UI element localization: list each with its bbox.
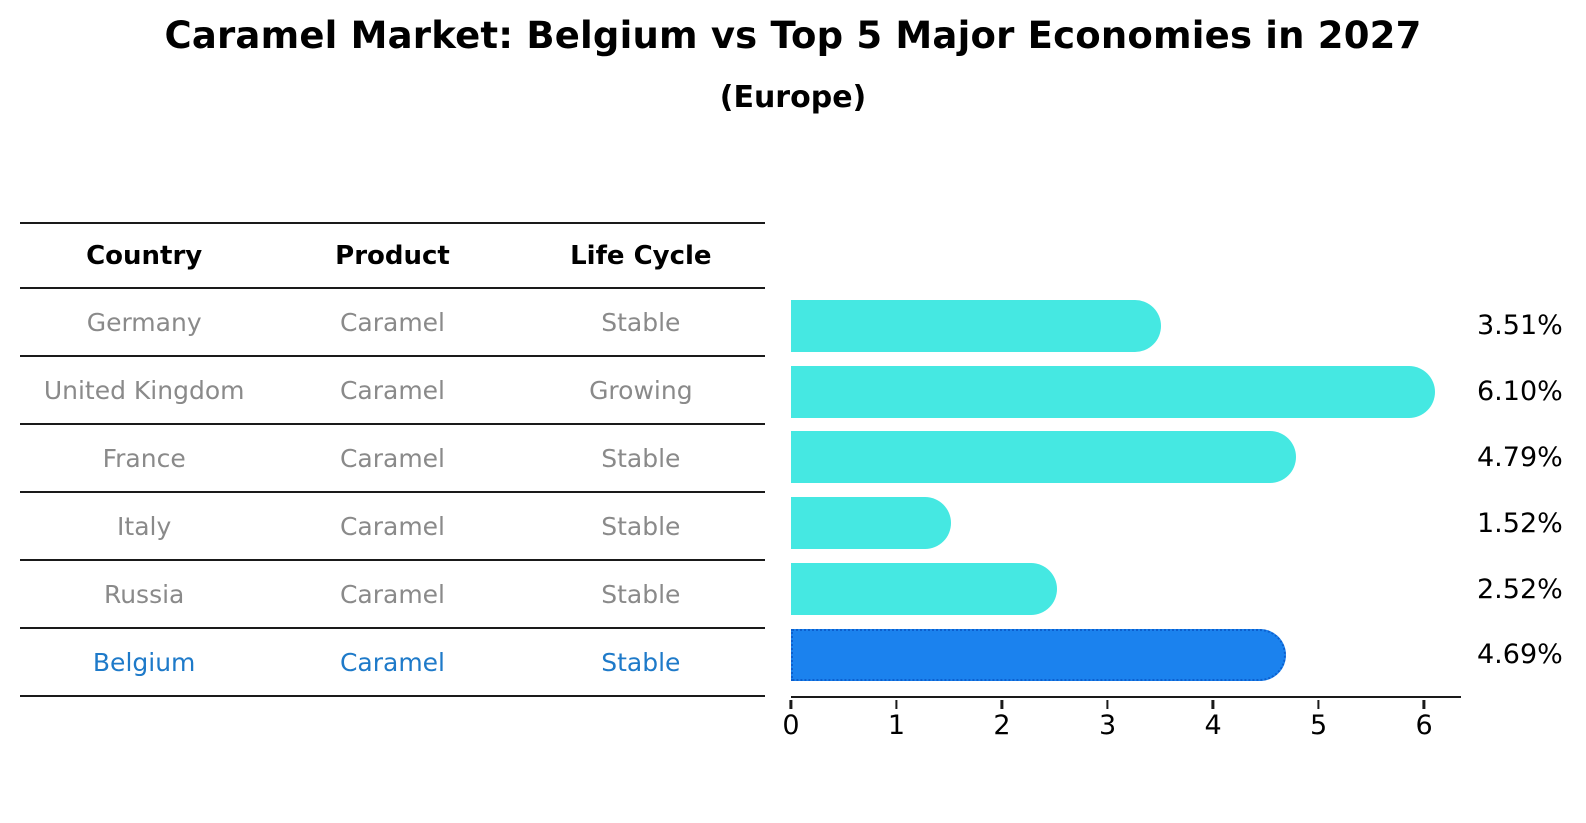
x-tick-6: 6 xyxy=(1415,700,1433,741)
cell-country: Belgium xyxy=(20,628,269,697)
cell-life-cycle: Stable xyxy=(516,628,765,697)
cell-country: Italy xyxy=(20,492,269,561)
value-label-belgium: 4.69% xyxy=(1477,639,1563,671)
value-label-russia: 2.52% xyxy=(1477,573,1563,605)
cell-product: Caramel xyxy=(268,560,517,629)
country-table: Country Product Life Cycle Germany Caram… xyxy=(20,222,765,697)
cell-country: United Kingdom xyxy=(20,356,269,425)
bar-plot-area xyxy=(791,293,1461,688)
cell-life-cycle: Stable xyxy=(516,492,765,561)
x-tick-4: 4 xyxy=(1204,700,1222,741)
tick-label: 2 xyxy=(993,710,1011,741)
bar-france xyxy=(791,431,1297,484)
cell-life-cycle: Stable xyxy=(516,560,765,629)
cell-life-cycle: Growing xyxy=(516,356,765,425)
column-header-life-cycle: Life Cycle xyxy=(516,223,765,289)
cell-country: France xyxy=(20,424,269,493)
table-row: Russia Caramel Stable xyxy=(20,560,765,629)
table-row-belgium-highlight: Belgium Caramel Stable xyxy=(20,628,765,697)
column-header-product: Product xyxy=(268,223,517,289)
x-tick-0: 0 xyxy=(782,700,800,741)
cell-life-cycle: Stable xyxy=(516,288,765,357)
cell-country: Russia xyxy=(20,560,269,629)
tick-mark xyxy=(789,700,793,709)
x-tick-3: 3 xyxy=(1099,700,1116,739)
column-header-country: Country xyxy=(20,223,269,289)
tick-mark xyxy=(1211,700,1215,709)
cell-product: Caramel xyxy=(268,288,517,357)
table-row: Germany Caramel Stable xyxy=(20,288,765,357)
value-label-united-kingdom: 6.10% xyxy=(1477,376,1563,408)
bar-belgium-highlighted xyxy=(791,628,1286,681)
tick-mark xyxy=(895,700,898,709)
tick-mark xyxy=(1106,700,1109,709)
tick-label: 5 xyxy=(1309,710,1328,741)
x-axis: 0 1 2 3 4 5 6 xyxy=(782,696,1461,739)
tick-label: 4 xyxy=(1204,710,1222,741)
x-tick-2: 2 xyxy=(993,700,1011,741)
cell-life-cycle: Stable xyxy=(516,424,765,493)
table-row: France Caramel Stable xyxy=(20,424,765,493)
bar-germany xyxy=(791,299,1162,352)
bar-italy xyxy=(791,497,952,550)
tick-label: 3 xyxy=(1098,710,1117,741)
tick-mark xyxy=(1317,700,1320,709)
x-tick-5: 5 xyxy=(1310,700,1327,739)
cell-country: Germany xyxy=(20,288,269,357)
value-label-italy: 1.52% xyxy=(1477,507,1563,539)
bar-russia xyxy=(791,563,1057,616)
tick-label: 0 xyxy=(782,710,800,741)
tick-label: 1 xyxy=(887,710,906,741)
cell-product: Caramel xyxy=(268,628,517,697)
tick-mark xyxy=(1422,700,1426,709)
tick-mark xyxy=(1000,700,1004,709)
value-label-france: 4.79% xyxy=(1477,441,1563,473)
table-row: United Kingdom Caramel Growing xyxy=(20,356,765,425)
tick-label: 6 xyxy=(1415,710,1433,741)
table-header-row: Country Product Life Cycle xyxy=(20,223,765,289)
chart-title: Caramel Market: Belgium vs Top 5 Major E… xyxy=(164,14,1422,57)
value-labels-column: 3.51% 6.10% 4.79% 1.52% 2.52% 4.69% xyxy=(1477,293,1585,688)
table-row: Italy Caramel Stable xyxy=(20,492,765,561)
cell-product: Caramel xyxy=(268,492,517,561)
bar-united-kingdom xyxy=(791,365,1435,418)
x-tick-1: 1 xyxy=(888,700,905,739)
chart-subtitle: (Europe) xyxy=(719,80,867,115)
cell-product: Caramel xyxy=(268,424,517,493)
cell-product: Caramel xyxy=(268,356,517,425)
value-label-germany: 3.51% xyxy=(1477,310,1563,342)
